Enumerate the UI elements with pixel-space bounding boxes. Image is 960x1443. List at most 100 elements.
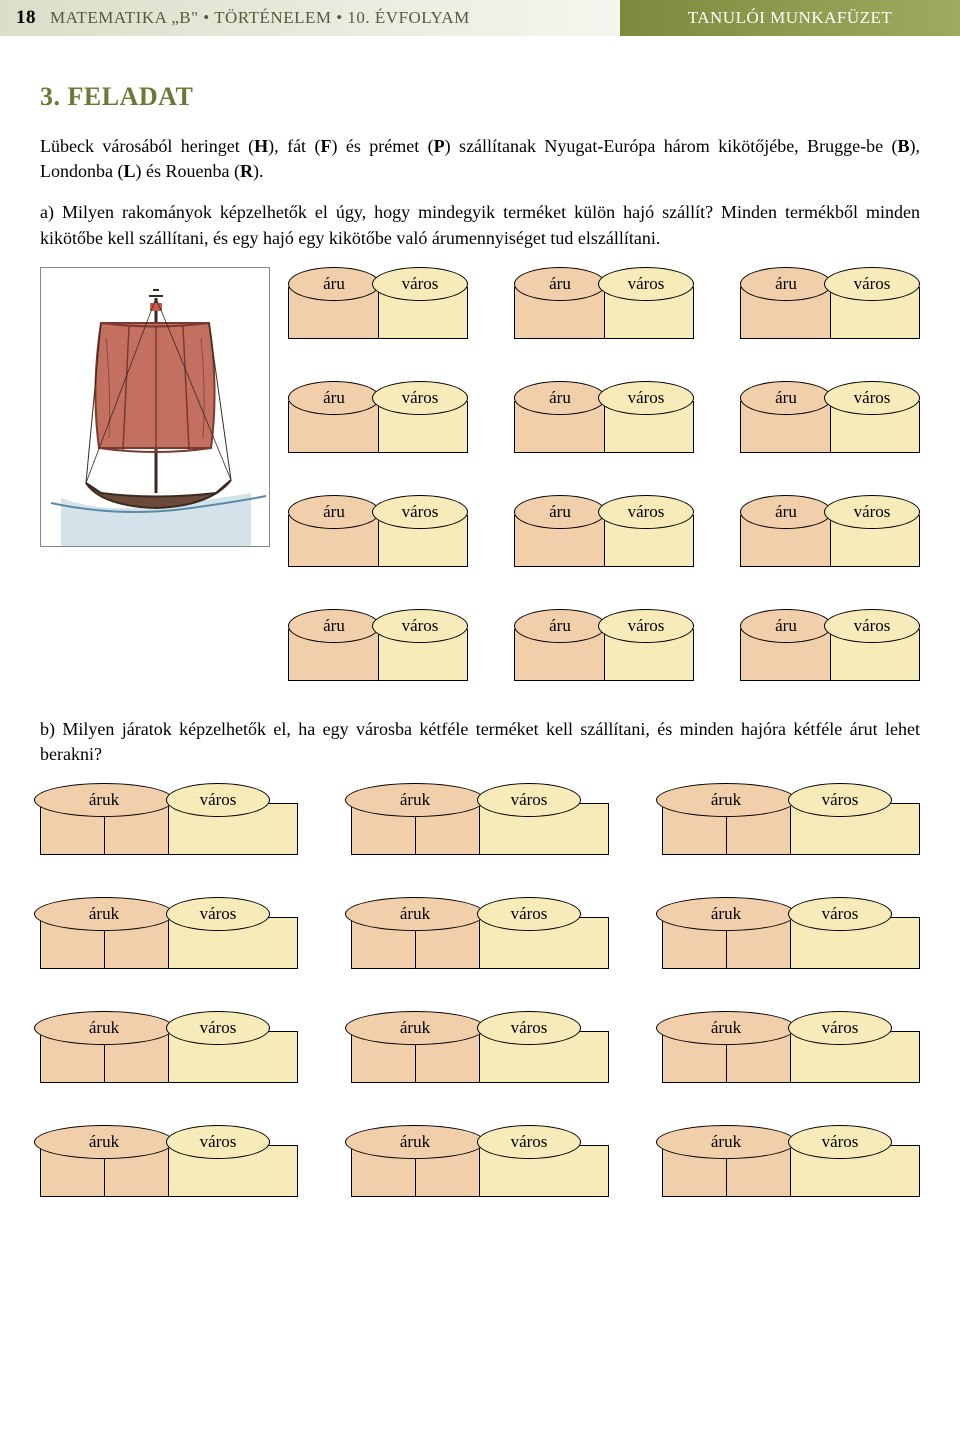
intro-bold: R <box>240 161 253 181</box>
pill-row: áruváros <box>514 609 694 643</box>
answer-card-a: áruváros <box>514 495 694 567</box>
pill-varos: város <box>372 267 468 301</box>
pill-varos: város <box>788 897 892 931</box>
pill-varos: város <box>824 267 920 301</box>
pill-aruk: áruk <box>656 1125 796 1159</box>
pill-row: árukváros <box>656 897 920 931</box>
pill-aruk: áruk <box>345 783 485 817</box>
pill-aru: áru <box>514 267 606 301</box>
pill-varos: város <box>477 897 581 931</box>
pill-aruk: áruk <box>34 1125 174 1159</box>
intro-bold: L <box>123 161 135 181</box>
pill-row: áruváros <box>740 381 920 415</box>
pill-varos: város <box>166 897 270 931</box>
answer-card-b: árukváros <box>351 783 609 855</box>
pill-row: árukváros <box>656 783 920 817</box>
pill-varos: város <box>598 495 694 529</box>
pill-aruk: áruk <box>656 1011 796 1045</box>
pill-row: áruváros <box>288 609 468 643</box>
card-row-a: áruvárosáruvárosáruváros <box>288 495 920 567</box>
pill-aruk: áruk <box>34 783 174 817</box>
pill-row: árukváros <box>34 783 298 817</box>
answer-card-b: árukváros <box>662 1011 920 1083</box>
header-right: TANULÓI MUNKAFÜZET <box>620 0 960 36</box>
intro-bold: F <box>320 136 331 156</box>
task-heading: 3. FELADAT <box>40 82 920 112</box>
pill-varos: város <box>166 1011 270 1045</box>
pill-row: áruváros <box>740 267 920 301</box>
intro-seg: ) és prémet ( <box>331 136 433 156</box>
answer-card-a: áruváros <box>288 267 468 339</box>
pill-row: áruváros <box>514 495 694 529</box>
answer-card-a: áruváros <box>514 267 694 339</box>
answer-card-a: áruváros <box>740 609 920 681</box>
header-left: 18 MATEMATIKA „B" • TÖRTÉNELEM • 10. ÉVF… <box>0 0 620 36</box>
answer-card-b: árukváros <box>662 1125 920 1197</box>
intro-text: Lübeck városából heringet (H), fát (F) é… <box>40 134 920 184</box>
answer-card-b: árukváros <box>40 1011 298 1083</box>
answer-card-b: árukváros <box>40 783 298 855</box>
pill-aru: áru <box>740 609 832 643</box>
question-a: a) Milyen rakományok képzelhetők el úgy,… <box>40 200 920 250</box>
intro-seg: ), fát ( <box>268 136 320 156</box>
card-row-b: árukvárosárukvárosárukváros <box>40 1125 920 1197</box>
answer-card-a: áruváros <box>514 609 694 681</box>
page-number: 18 <box>16 7 36 29</box>
pill-row: áruváros <box>514 381 694 415</box>
answer-card-b: árukváros <box>351 1011 609 1083</box>
pill-aruk: áruk <box>345 1011 485 1045</box>
intro-seg: Lübeck városából heringet ( <box>40 136 254 156</box>
pill-row: árukváros <box>34 1011 298 1045</box>
pill-varos: város <box>824 609 920 643</box>
pill-varos: város <box>372 609 468 643</box>
card-row-b: árukvárosárukvárosárukváros <box>40 897 920 969</box>
pill-row: áruváros <box>288 381 468 415</box>
pill-aruk: áruk <box>345 897 485 931</box>
pill-varos: város <box>372 381 468 415</box>
section-a-grid: áruvárosáruvárosáruvárosáruvárosáruváros… <box>40 267 920 681</box>
pill-aru: áru <box>288 381 380 415</box>
header-right-title: TANULÓI MUNKAFÜZET <box>688 8 893 28</box>
cards-a-container: áruvárosáruvárosáruvárosáruvárosáruváros… <box>288 267 920 681</box>
pill-row: áruváros <box>288 267 468 301</box>
answer-card-a: áruváros <box>288 495 468 567</box>
pill-aru: áru <box>740 267 832 301</box>
pill-varos: város <box>788 1125 892 1159</box>
pill-varos: város <box>372 495 468 529</box>
pill-row: árukváros <box>656 1011 920 1045</box>
intro-seg: ) szállítanak Nyugat-Európa három kikötő… <box>445 136 898 156</box>
answer-card-b: árukváros <box>662 783 920 855</box>
card-row-a: áruvárosáruvárosáruváros <box>288 609 920 681</box>
answer-card-a: áruváros <box>740 495 920 567</box>
answer-card-b: árukváros <box>662 897 920 969</box>
intro-seg: ) és Rouenba ( <box>136 161 240 181</box>
pill-row: áruváros <box>740 495 920 529</box>
answer-card-b: árukváros <box>40 1125 298 1197</box>
pill-varos: város <box>166 1125 270 1159</box>
answer-card-a: áruváros <box>288 381 468 453</box>
answer-card-a: áruváros <box>514 381 694 453</box>
pill-varos: város <box>477 783 581 817</box>
intro-bold: H <box>254 136 268 156</box>
pill-row: árukváros <box>345 1011 609 1045</box>
pill-row: árukváros <box>345 1125 609 1159</box>
pill-varos: város <box>788 783 892 817</box>
pill-varos: város <box>598 267 694 301</box>
header-left-title: MATEMATIKA „B" • TÖRTÉNELEM • 10. ÉVFOLY… <box>50 8 470 28</box>
content: 3. FELADAT Lübeck városából heringet (H)… <box>0 36 960 1237</box>
answer-card-b: árukváros <box>351 1125 609 1197</box>
pill-row: árukváros <box>34 897 298 931</box>
card-row-b: árukvárosárukvárosárukváros <box>40 1011 920 1083</box>
question-b: b) Milyen járatok képzelhetők el, ha egy… <box>40 717 920 767</box>
card-row-b: árukvárosárukvárosárukváros <box>40 783 920 855</box>
pill-aru: áru <box>514 609 606 643</box>
pill-aruk: áruk <box>34 897 174 931</box>
pill-varos: város <box>598 381 694 415</box>
section-b-grid: árukvárosárukvárosárukvárosárukvárosáruk… <box>40 783 920 1197</box>
pill-aru: áru <box>740 495 832 529</box>
pill-varos: város <box>824 381 920 415</box>
page: 18 MATEMATIKA „B" • TÖRTÉNELEM • 10. ÉVF… <box>0 0 960 1237</box>
pill-aruk: áruk <box>656 783 796 817</box>
ship-column <box>40 267 270 681</box>
pill-varos: város <box>598 609 694 643</box>
